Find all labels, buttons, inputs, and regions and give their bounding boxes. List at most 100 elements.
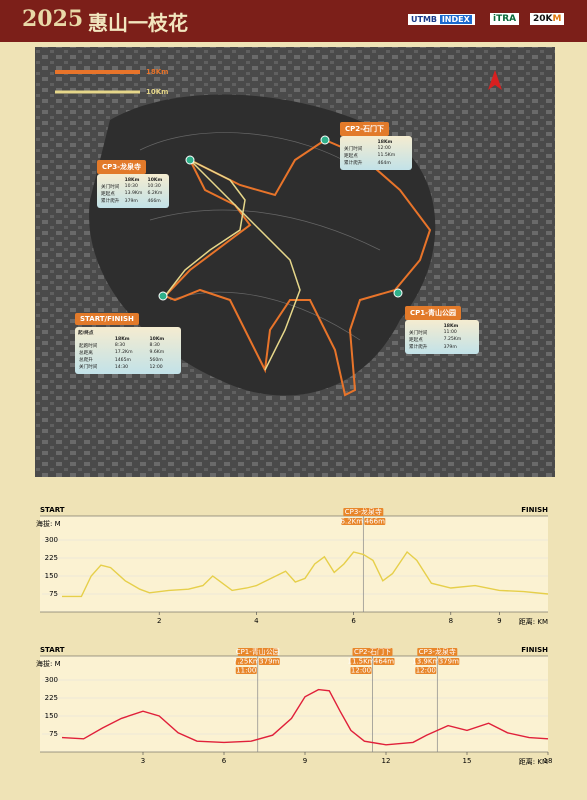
annotation-box: [415, 658, 437, 665]
column-header: 10Km: [147, 177, 163, 183]
annotation-box: [438, 658, 460, 665]
cell: 12:00: [377, 146, 391, 152]
cell: 11:00: [443, 330, 457, 336]
checkpoint-table: 18Km 10Km 关门时间 10:30 10:30 距起点 13.9Km 6.2Km 累计爬升…: [100, 177, 166, 205]
annotation-text: 464m: [374, 658, 394, 666]
year: 2025: [22, 6, 84, 32]
column-header: 18Km: [443, 323, 459, 329]
header-row: 18Km 10Km: [100, 177, 166, 183]
cell: 379m: [443, 344, 457, 350]
cell: 379m: [124, 198, 138, 204]
column-header: 18Km: [377, 139, 393, 145]
logo: iTRA: [490, 13, 520, 25]
row: 总距离 17.2Km 9.6Km: [78, 349, 178, 356]
row-label: 距起点: [101, 191, 115, 197]
cell: 9.6Km: [149, 350, 165, 356]
cell: 7.25Km: [443, 337, 462, 343]
header-row: 18Km: [343, 139, 409, 145]
row: 距起点 11.5Km: [343, 152, 409, 159]
annotation-box: [343, 508, 384, 516]
legend-label: 10Km: [146, 88, 168, 96]
elevation-line: [62, 550, 549, 598]
header-row: 18Km 10Km: [78, 336, 178, 342]
cell: 8:30: [114, 343, 126, 349]
row-label: 累计爬升: [409, 345, 428, 351]
cell: 6.2Km: [147, 191, 163, 197]
checkpoint-box: 18Km 关门时间 12:00 距起点 11.5Km 累计爬升 464m: [340, 136, 412, 170]
annotation-box: [364, 518, 386, 525]
start-label: START: [40, 646, 65, 654]
row: 总爬升 1465m 560m: [78, 357, 178, 364]
y-tick-label: 150: [45, 712, 58, 720]
logo: UTMB INDEX: [408, 14, 475, 25]
y-tick-label: 300: [45, 536, 58, 544]
annotation-text: 379m: [259, 658, 279, 666]
column-header: 18Km: [124, 177, 140, 183]
row: 累计爬升 464m: [343, 160, 409, 167]
cell: 10:30: [124, 184, 138, 190]
header: 2025 惠山一枝花 UTMB INDEX iTRA 20KM: [0, 0, 587, 42]
x-tick-label: 4: [254, 617, 259, 625]
x-tick-label: 6: [351, 617, 356, 625]
x-tick-label: 9: [497, 617, 501, 625]
row-label: 距起点: [409, 337, 423, 343]
column-header: 10Km: [149, 336, 165, 342]
checkpoint-title: CP1-青山公园: [405, 306, 462, 320]
checkpoint-title: START/FINISH: [75, 313, 139, 325]
column-header: 18Km: [114, 336, 130, 342]
cell: 11.5Km: [377, 153, 396, 159]
annotation-box: [373, 658, 395, 665]
annotation-text: 12:00: [416, 667, 436, 675]
checkpoint-subtitle: 起/终点: [78, 331, 94, 336]
annotation-text: 13.9Km: [412, 658, 439, 666]
cell: 12:00: [149, 364, 163, 370]
annotation-title: CP3-龙泉寺: [419, 647, 456, 656]
checkpoint-title: CP2-石门下: [340, 122, 390, 136]
y-axis-label: 海拔: M: [36, 659, 61, 668]
plot-area: [40, 656, 548, 752]
y-tick-label: 75: [49, 730, 58, 738]
checkpoint-box: 18Km 关门时间 11:00 距起点 7.25Km 累计爬升 379m: [405, 320, 479, 354]
annotation-title: CP1-青山公园: [236, 647, 280, 656]
x-tick-label: 8: [449, 617, 453, 625]
x-tick-label: 9: [303, 757, 307, 765]
elevation-line: [61, 688, 549, 746]
cell: 560m: [149, 357, 163, 363]
annotation-text: 12:00: [351, 667, 371, 675]
annotation-text: 466m: [365, 518, 385, 526]
y-tick-label: 300: [45, 676, 58, 684]
x-tick-label: 2: [157, 617, 161, 625]
row-label: 关门时间: [101, 184, 120, 190]
cell: 14:30: [114, 364, 129, 370]
y-axis-label: 海拔: M: [36, 519, 61, 528]
row: 距起点 7.25Km: [408, 336, 476, 343]
logo-text: UTMB: [411, 15, 438, 24]
row: 关门时间 11:00: [408, 329, 476, 336]
annotation-text: 6.2Km: [341, 518, 364, 526]
logo: 20KM: [530, 13, 565, 25]
row-label: 累计爬升: [101, 199, 120, 205]
cell: 17.2Km: [114, 350, 133, 356]
x-tick-label: 12: [382, 757, 391, 765]
row-label: 关门时间: [409, 330, 428, 336]
title: 惠山一枝花: [88, 11, 188, 35]
finish-label: FINISH: [521, 506, 548, 514]
annotation-box: [352, 648, 393, 656]
row: 累计爬升 379m 466m: [100, 198, 166, 205]
row-label: 关门时间: [79, 365, 98, 371]
row: 关门时间 12:00: [343, 145, 409, 152]
finish-label: FINISH: [521, 646, 548, 654]
annotation-box: [350, 667, 372, 674]
annotation-box: [417, 648, 458, 656]
x-axis-label: 距离: KM: [519, 617, 548, 626]
y-tick-label: 75: [49, 590, 58, 598]
annotation-text: 11.5Km: [348, 658, 375, 666]
row: 起跑时间 8:30 8:30: [78, 342, 178, 349]
annotation-box: [258, 658, 280, 665]
cell: 13.9Km: [124, 191, 143, 197]
checkpoint-table: 18Km 关门时间 11:00 距起点 7.25Km 累计爬升 379m: [408, 323, 476, 351]
annotation-box: [235, 658, 257, 665]
row: 累计爬升 379m: [408, 344, 476, 351]
